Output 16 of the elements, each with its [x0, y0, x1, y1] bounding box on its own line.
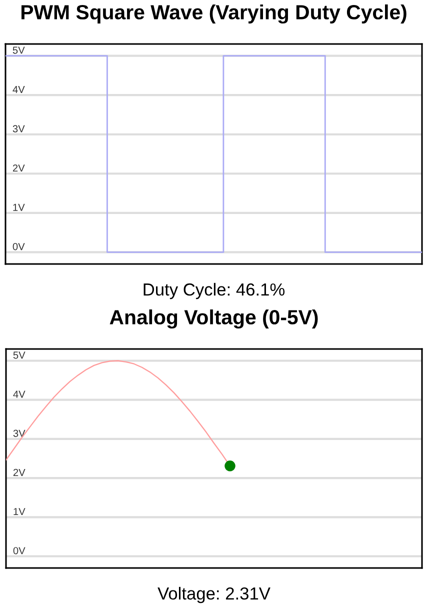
y-tick-label: 3V: [12, 125, 25, 132]
chart-title: Analog Voltage (0-5V): [110, 309, 318, 329]
chart-title: PWM Square Wave (Varying Duty Cycle): [21, 4, 406, 24]
y-tick-label: 5V: [13, 352, 26, 359]
y-tick-label: 4V: [13, 390, 26, 398]
text: Duty Cycle: 46.1%: [144, 282, 285, 300]
y-tick-label: 0V: [12, 243, 25, 250]
y-tick-label: 0V: [13, 547, 26, 554]
y-tick-label: 1V: [14, 508, 26, 516]
y-tick-label: 5V: [12, 46, 25, 54]
y-tick-label: 2V: [12, 164, 25, 172]
y-tick-label: 2V: [13, 468, 26, 476]
y-tick-label: 4V: [12, 86, 25, 93]
y-tick-label: 1V: [13, 204, 25, 211]
text: Voltage: 2.31V: [158, 586, 270, 604]
y-tick-label: 3V: [13, 430, 26, 437]
